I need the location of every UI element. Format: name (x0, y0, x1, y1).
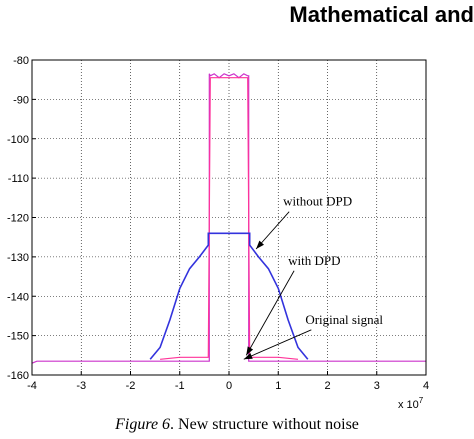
series-line-1 (31, 73, 426, 364)
x-tick-label: 3 (374, 380, 380, 392)
y-tick-label: -130 (7, 252, 29, 264)
x-tick-label: -2 (126, 380, 136, 392)
annotation-arrowhead (243, 353, 253, 360)
y-tick-label: -160 (7, 370, 29, 382)
annotation-label-2: with DPD (288, 253, 340, 268)
x-exponent-label: x 107 (398, 396, 424, 410)
y-tick-label: -150 (7, 331, 29, 343)
figure-caption: Figure 6. New structure without noise (0, 416, 474, 434)
x-tick-label: 2 (324, 380, 330, 392)
annotation-label-3: Original signal (305, 312, 383, 327)
annotation-arrow-line (245, 270, 295, 356)
y-tick-label: -140 (7, 291, 29, 303)
annotations-group: without DPD with DPD Original signal (243, 194, 383, 360)
series-line-3 (149, 232, 309, 360)
annotation-arrowhead (246, 346, 254, 356)
y-tick-label: -90 (13, 94, 29, 106)
annotation-arrowhead (256, 240, 265, 249)
page-header-title: Mathematical and (289, 2, 474, 27)
annotation-label-1: without DPD (283, 194, 352, 209)
x-tick-label: -3 (76, 380, 86, 392)
y-tick-label: -120 (7, 213, 29, 225)
y-tick-label: -110 (8, 173, 29, 185)
x-tick-label: -1 (175, 380, 185, 392)
x-tick-label: 0 (226, 380, 232, 392)
x-tick-label: -4 (27, 380, 37, 392)
x-tick-label: 1 (275, 380, 281, 392)
x-tick-label: 4 (423, 380, 429, 392)
caption-text: . New structure without noise (170, 416, 359, 433)
spectrum-chart: -4 -3 -2 -1 0 1 2 3 4 -80 -90 -100 -110 -120 -130 -140 -… (7, 55, 429, 410)
y-tick-label: -100 (7, 134, 29, 146)
axis-ticks: -4 -3 -2 -1 0 1 2 3 4 -80 -90 -100 -110 -120 -130 -140 -… (7, 55, 429, 392)
series-group (31, 73, 426, 364)
plot-area (32, 60, 426, 375)
caption-label: Figure 6 (115, 416, 171, 433)
annotation-arrow-line (243, 329, 312, 360)
y-tick-label: -80 (13, 55, 29, 67)
series-line-2 (160, 77, 299, 360)
